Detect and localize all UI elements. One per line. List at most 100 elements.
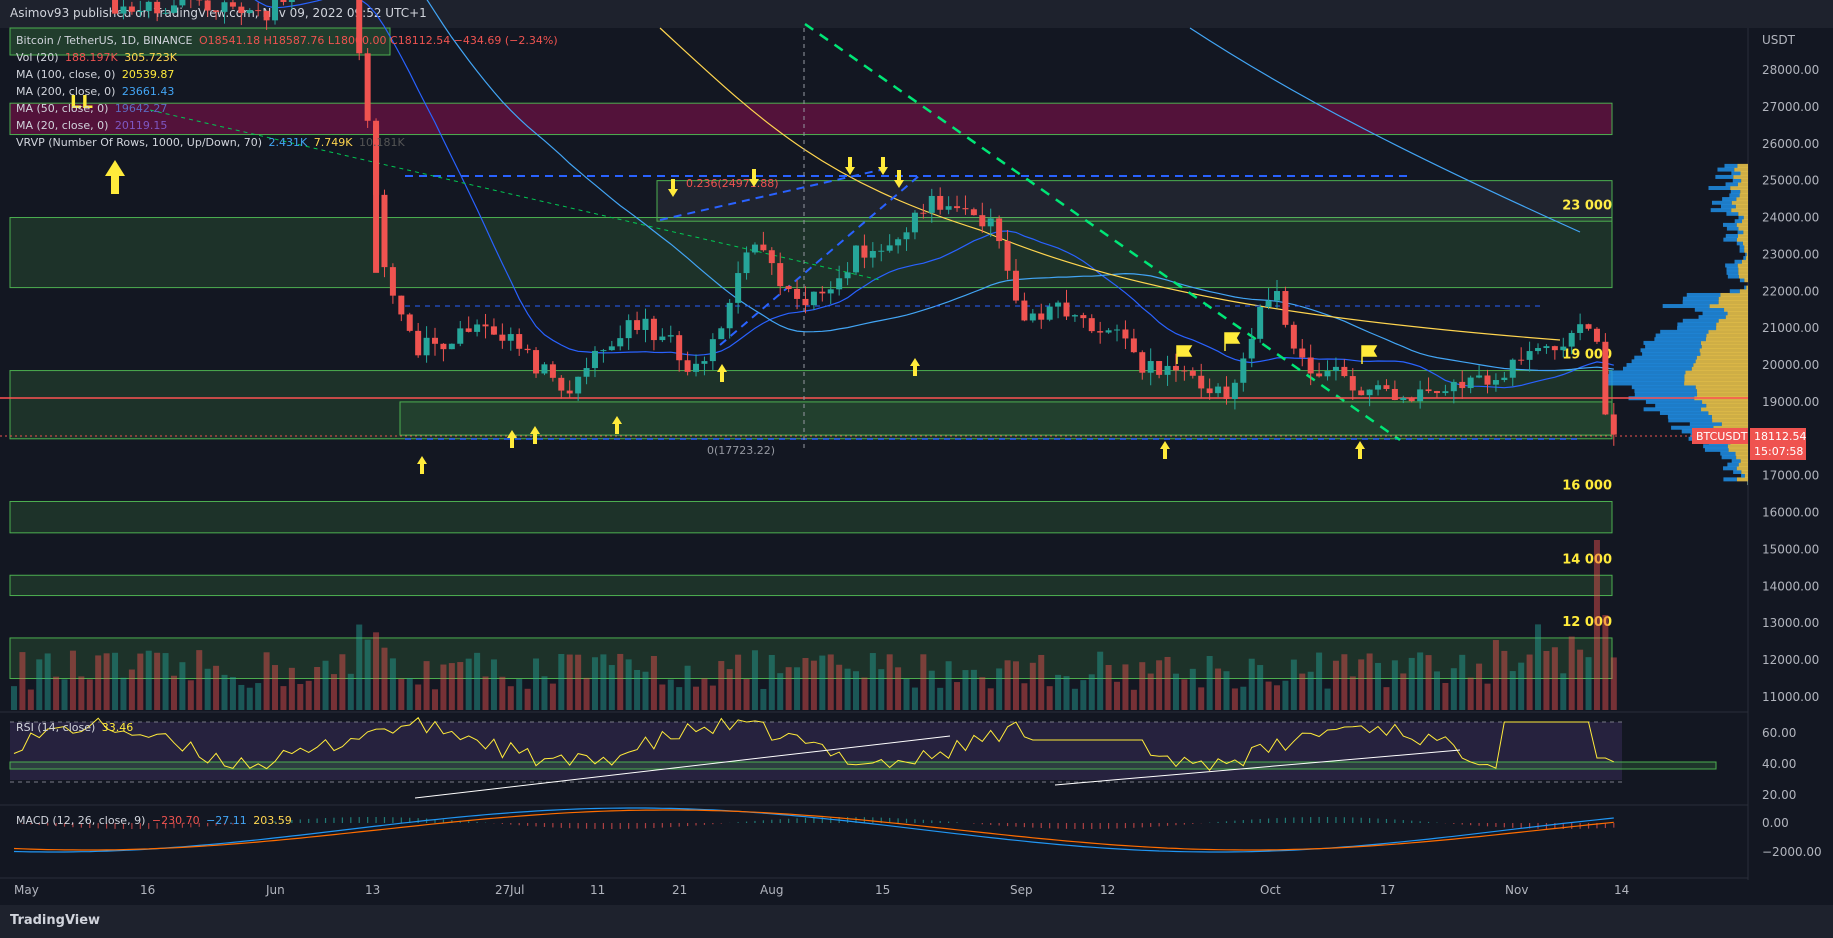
candles[interactable] — [11, 0, 1617, 446]
vp-bar-up — [1725, 233, 1738, 238]
price-chart[interactable]: 23 000 19 000 16 000 14 000 12 000 0.236(249… — [0, 0, 1833, 905]
vp-bar-down — [1711, 414, 1748, 419]
volume-bar — [280, 686, 287, 710]
price-tick-label: 15000.00 — [1762, 542, 1819, 556]
arrow-down-marker — [668, 179, 678, 197]
markers — [105, 157, 1378, 474]
candle — [659, 336, 666, 341]
volume-bar — [836, 664, 843, 710]
candle — [1341, 366, 1348, 377]
legend-ma200: MA (200, close, 0) 23661.43 — [16, 85, 177, 98]
candle — [945, 206, 952, 210]
volume-bar — [1417, 652, 1424, 710]
vp-bar-down — [1734, 167, 1748, 172]
vp-bar-up — [1654, 337, 1706, 342]
vp-bar-down — [1743, 215, 1748, 220]
vp-bar-up — [1726, 226, 1739, 231]
vp-bar-up — [1645, 399, 1703, 404]
candle — [145, 1, 152, 11]
volume-bar — [684, 665, 691, 710]
price-tick-label: 25000.00 — [1762, 174, 1819, 188]
last-price-value: 18112.54 — [1754, 430, 1807, 443]
volume-bar — [575, 654, 582, 710]
vp-bar-up — [1667, 414, 1712, 419]
candle — [903, 232, 910, 240]
vp-bar-up — [1702, 311, 1728, 316]
last-price-tag — [1750, 428, 1806, 460]
vp-bar-down — [1741, 469, 1748, 474]
vp-bar-down — [1695, 359, 1748, 364]
candle — [465, 328, 472, 332]
candle — [1172, 365, 1179, 371]
candle — [1535, 348, 1542, 352]
candle — [928, 195, 935, 213]
volume-bar — [1375, 662, 1382, 710]
candle — [1080, 315, 1087, 319]
legend-macd: MACD (12, 26, close, 9) −230.70 −27.11 2… — [16, 814, 295, 827]
legend-vol-v1: 188.197K — [65, 51, 118, 64]
candle — [1257, 306, 1264, 339]
flag-marker — [1176, 345, 1193, 364]
vp-bar-down — [1736, 237, 1748, 242]
candle — [1467, 377, 1474, 389]
volume-bar — [145, 650, 152, 710]
candle — [1215, 386, 1222, 394]
candle — [777, 263, 784, 287]
volume-bar — [1568, 636, 1575, 710]
candle — [1577, 324, 1584, 333]
time-tick-label: Nov — [1505, 883, 1528, 897]
arrow-up-marker — [1160, 441, 1170, 459]
volume-bar — [490, 659, 497, 710]
vp-bar-down — [1709, 304, 1748, 309]
vp-bar-up — [1645, 344, 1702, 349]
symbol-tag — [1692, 428, 1748, 444]
volume-profile — [1606, 163, 1748, 486]
volume-bar — [1248, 658, 1255, 710]
vp-bar-down — [1741, 178, 1748, 183]
volume-bar — [987, 688, 994, 710]
candle — [137, 10, 144, 12]
vp-bar-up — [1741, 473, 1745, 478]
vp-bar-down — [1700, 351, 1748, 356]
volume-bar — [667, 679, 674, 710]
volume-bar — [1164, 656, 1171, 710]
volume-bar — [1577, 649, 1584, 710]
vp-bar-down — [1738, 211, 1748, 216]
vp-bar-down — [1708, 329, 1748, 334]
vp-bar-down — [1740, 458, 1748, 463]
legend-rsi-label: RSI (14, close) — [16, 721, 96, 734]
volume-bar — [895, 667, 902, 710]
vp-bar-up — [1671, 425, 1714, 430]
tradingview-logo[interactable]: TradingView — [10, 913, 101, 928]
legend-ma200-value: 23661.43 — [121, 85, 175, 98]
volume-bar — [347, 673, 354, 710]
time-tick-label: 16 — [140, 883, 155, 897]
volume-bar — [128, 669, 135, 710]
candle — [255, 10, 262, 12]
vp-bar-up — [1730, 189, 1741, 194]
price-tick-label: 20000.00 — [1762, 358, 1819, 372]
vp-bar-down — [1731, 200, 1748, 205]
candle — [768, 250, 775, 264]
time-tick-label: May — [14, 883, 39, 897]
candle — [1568, 332, 1575, 347]
volume-bar — [1585, 657, 1592, 710]
vp-bar-up — [1739, 278, 1745, 283]
volume-bar — [676, 687, 683, 710]
vp-bar-down — [1735, 451, 1748, 456]
volume-bar — [600, 654, 607, 710]
vp-bar-down — [1705, 337, 1748, 342]
symbol-tag-label: BTCUSDT — [1696, 430, 1748, 443]
volume-bar — [1105, 665, 1112, 710]
candle — [1021, 300, 1028, 321]
legend-vol-v2: 305.723K — [124, 51, 177, 64]
volume-bar — [53, 676, 60, 710]
volume-bar — [718, 661, 725, 710]
legend-ohlc-values: O18541.18 H18587.76 L18000.00 C18112.54 … — [199, 34, 558, 47]
volume-bar — [1240, 686, 1247, 710]
candle — [591, 350, 598, 369]
vp-bar-down — [1738, 274, 1748, 279]
macd-signal-line — [13, 809, 1614, 851]
vp-bar-up — [1606, 381, 1685, 386]
volume-bar — [827, 654, 834, 710]
